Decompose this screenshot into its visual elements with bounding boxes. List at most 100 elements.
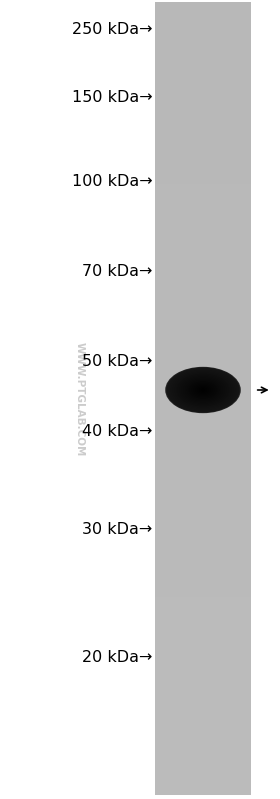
Bar [155, 398, 251, 406]
Bar [155, 232, 251, 240]
Ellipse shape [183, 378, 223, 402]
Ellipse shape [172, 371, 234, 409]
Bar [155, 73, 251, 81]
Bar [155, 502, 251, 510]
Bar [155, 510, 251, 517]
Bar [155, 549, 251, 557]
Bar [155, 779, 251, 787]
Text: 70 kDa→: 70 kDa→ [82, 264, 153, 279]
Bar [155, 89, 251, 97]
Bar [155, 533, 251, 541]
Ellipse shape [193, 384, 213, 396]
Ellipse shape [188, 381, 218, 400]
Bar [155, 628, 251, 636]
FancyBboxPatch shape [155, 2, 251, 795]
Ellipse shape [165, 367, 241, 413]
Bar [155, 478, 251, 486]
Ellipse shape [199, 388, 207, 392]
Bar [155, 684, 251, 692]
Ellipse shape [182, 377, 224, 403]
Ellipse shape [201, 389, 205, 392]
Ellipse shape [175, 372, 231, 407]
Bar [155, 716, 251, 724]
Bar [155, 494, 251, 502]
Ellipse shape [167, 368, 239, 412]
Bar [155, 50, 251, 58]
Bar [155, 351, 251, 359]
Ellipse shape [193, 384, 213, 396]
Bar [155, 406, 251, 414]
Ellipse shape [178, 375, 228, 405]
Bar [155, 430, 251, 438]
Bar [155, 739, 251, 747]
Ellipse shape [189, 381, 217, 399]
Ellipse shape [168, 368, 238, 411]
Bar [155, 192, 251, 200]
Bar [155, 216, 251, 224]
Bar [155, 414, 251, 422]
Bar [155, 184, 251, 192]
Bar [155, 121, 251, 129]
Bar [155, 422, 251, 430]
Ellipse shape [195, 385, 211, 395]
Bar [155, 787, 251, 795]
Ellipse shape [191, 383, 215, 398]
Bar [155, 81, 251, 89]
Bar [155, 541, 251, 549]
Bar [155, 2, 251, 10]
Ellipse shape [166, 368, 240, 412]
Bar [155, 248, 251, 256]
Bar [155, 26, 251, 34]
Bar [155, 438, 251, 446]
Bar [155, 613, 251, 621]
Bar [155, 224, 251, 232]
Ellipse shape [181, 376, 225, 403]
Bar [155, 700, 251, 708]
Text: 30 kDa→: 30 kDa→ [82, 523, 153, 538]
Bar [155, 97, 251, 105]
Ellipse shape [187, 380, 219, 400]
Bar [155, 319, 251, 327]
Text: 20 kDa→: 20 kDa→ [82, 650, 153, 666]
Text: 150 kDa→: 150 kDa→ [72, 90, 153, 105]
Bar [155, 153, 251, 161]
Bar [155, 391, 251, 399]
Bar [155, 287, 251, 295]
Bar [155, 755, 251, 763]
Bar [155, 652, 251, 660]
Bar [155, 668, 251, 676]
Bar [155, 65, 251, 73]
Bar [155, 176, 251, 184]
Bar [155, 454, 251, 462]
Bar [155, 724, 251, 732]
Bar [155, 272, 251, 280]
Ellipse shape [202, 389, 204, 391]
Bar [155, 581, 251, 589]
Text: WWW.PTGLAB.COM: WWW.PTGLAB.COM [75, 342, 85, 457]
Bar [155, 359, 251, 367]
Bar [155, 295, 251, 303]
Bar [155, 605, 251, 613]
Bar [155, 676, 251, 684]
Bar [155, 169, 251, 176]
Ellipse shape [200, 388, 206, 392]
Bar [155, 462, 251, 470]
Bar [155, 58, 251, 65]
Bar [155, 644, 251, 652]
Bar [155, 34, 251, 42]
Bar [155, 708, 251, 716]
Ellipse shape [174, 372, 232, 408]
Ellipse shape [169, 369, 237, 411]
Bar [155, 327, 251, 335]
Ellipse shape [190, 382, 216, 398]
Bar [155, 763, 251, 771]
Bar [155, 367, 251, 375]
Bar [155, 145, 251, 153]
Bar [155, 137, 251, 145]
Ellipse shape [180, 376, 226, 404]
Ellipse shape [170, 370, 236, 410]
Ellipse shape [186, 380, 220, 400]
Bar [155, 589, 251, 597]
Bar [155, 335, 251, 343]
Bar [155, 343, 251, 351]
